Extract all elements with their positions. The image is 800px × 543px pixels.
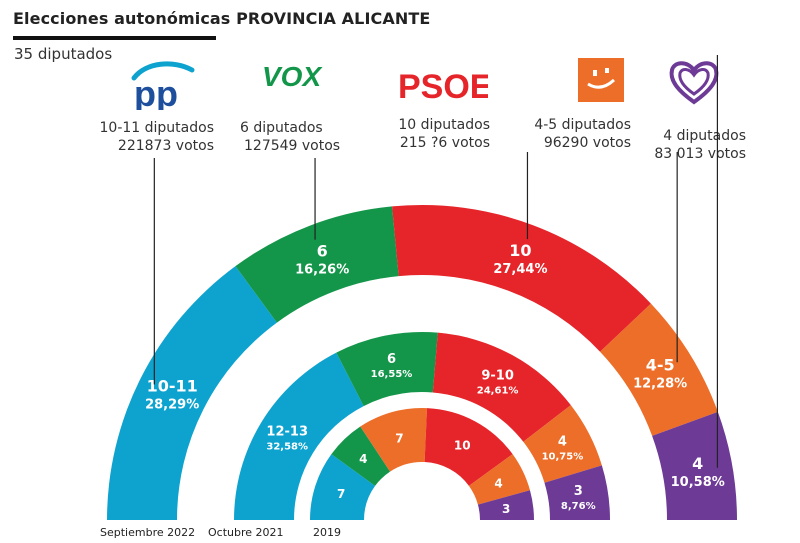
ciudadanos-logo: [578, 58, 624, 102]
segment-podemos-ring1: [544, 465, 610, 520]
segment-pp-ring1: [234, 352, 364, 520]
pct-label: 16,55%: [371, 369, 413, 380]
segment-cs-ring0: [600, 303, 718, 436]
seats-label: 9-10: [481, 368, 514, 383]
seats-text: 10 diputados: [398, 117, 490, 133]
ring-label-outer: Septiembre 2022: [100, 526, 196, 539]
ring-label-inner: 2019: [313, 526, 341, 539]
chart-title: Elecciones autonómicas PROVINCIA ALICANT…: [13, 9, 431, 28]
seats-label: 12-13: [266, 425, 308, 440]
seats-label: 6: [387, 352, 396, 367]
pct-label: 24,61%: [477, 385, 519, 396]
seats-label: 4: [494, 476, 502, 490]
vox-logo: VOX: [262, 60, 332, 92]
segment-cs-ring2: [360, 407, 428, 472]
seats-label: 7: [395, 431, 403, 445]
votes-text: 215 ?6 votos: [399, 135, 490, 151]
svg-text:VOX: VOX: [262, 61, 323, 92]
pp-logo: pp: [126, 60, 196, 114]
segment-cs-ring2: [468, 454, 530, 505]
seats-label: 6: [317, 241, 328, 260]
seats-label: 4-5: [646, 356, 675, 375]
seats-label: 4: [558, 435, 567, 450]
party-info-vox: 6 diputados 127549 votos: [222, 119, 342, 155]
pct-label: 8,76%: [561, 501, 596, 512]
segment-psoe-ring1: [432, 332, 571, 442]
seats-text: 4-5 diputados: [534, 117, 631, 133]
seats-label: 10: [509, 241, 531, 260]
party-info-pp: 10-11 diputados 221873 votos: [80, 119, 214, 155]
segment-vox-ring2: [331, 426, 391, 486]
title-underline: [13, 36, 216, 40]
pct-label: 32,58%: [266, 442, 308, 453]
svg-text:pp: pp: [134, 73, 178, 110]
segment-psoe-ring2: [424, 408, 513, 486]
segment-psoe-ring0: [392, 204, 651, 352]
seats-label: 4: [692, 454, 703, 473]
pct-label: 10,75%: [542, 452, 584, 463]
seats-text: 4 diputados: [663, 128, 746, 144]
seats-text: 6 diputados: [240, 120, 323, 136]
psoe-logo: PSOE: [398, 60, 492, 106]
votes-text: 96290 votos: [543, 135, 631, 151]
seats-label: 10: [454, 438, 471, 452]
segment-podemos-ring2: [477, 490, 535, 520]
party-info-cs: 4-5 diputados 96290 votos: [505, 116, 631, 152]
pct-label: 10,58%: [671, 475, 725, 490]
segment-pp-ring2: [310, 454, 376, 520]
seats-text: 10-11 diputados: [99, 120, 214, 136]
seats-label: 4: [359, 452, 367, 466]
seats-label: 7: [337, 487, 345, 501]
segment-cs-ring1: [523, 405, 602, 483]
seats-label: 3: [502, 502, 510, 516]
segment-vox-ring1: [336, 332, 438, 407]
pct-label: 27,44%: [493, 262, 547, 277]
seats-label: 10-11: [147, 377, 198, 396]
podemos-heart-logo: [668, 58, 720, 106]
segment-pp-ring0: [107, 266, 277, 520]
pct-label: 28,29%: [145, 398, 199, 413]
seats-label: 3: [574, 484, 583, 499]
svg-text:PSOE: PSOE: [398, 68, 488, 104]
party-info-psoe: 10 diputados 215 ?6 votos: [372, 116, 490, 152]
pct-label: 12,28%: [633, 377, 687, 392]
pct-label: 16,26%: [295, 262, 349, 277]
segment-podemos-ring0: [652, 411, 737, 520]
votes-text: 127549 votos: [244, 138, 341, 154]
votes-text: 221873 votos: [117, 138, 214, 154]
chart-subtitle: 35 diputados: [14, 45, 113, 63]
ring-label-middle: Octubre 2021: [208, 526, 284, 539]
segment-vox-ring0: [235, 206, 399, 323]
